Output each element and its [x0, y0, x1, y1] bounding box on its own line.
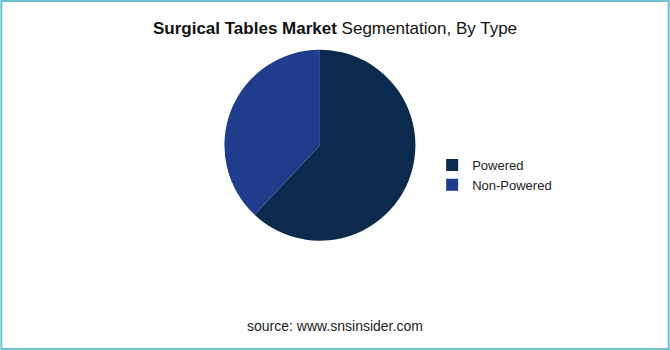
svg-text:source: www.snsinsider.com: source: www.snsinsider.com [247, 318, 423, 334]
svg-text:Surgical Tables Market Segment: Surgical Tables Market Segmentation, By … [153, 19, 517, 38]
svg-text:Powered: Powered [472, 158, 523, 173]
svg-text:Non-Powered: Non-Powered [472, 178, 552, 193]
